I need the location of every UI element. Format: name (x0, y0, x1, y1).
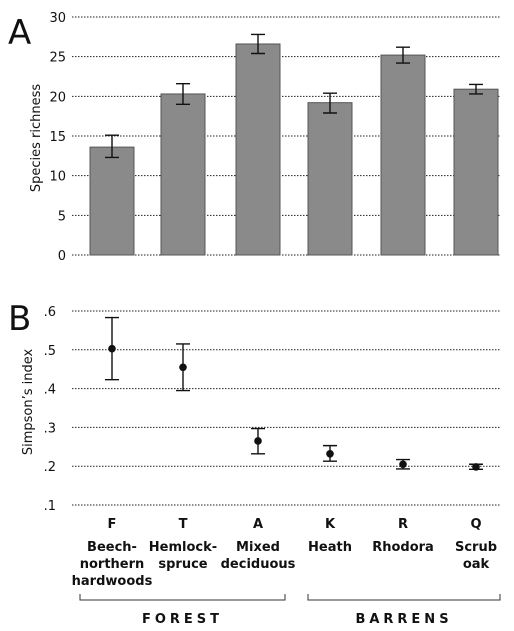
category-name: Scrub (455, 540, 497, 555)
data-point (399, 460, 407, 469)
panel-a-ylabel: Species richness (29, 84, 44, 193)
error-bar (469, 83, 483, 95)
panel-a: A Species richness 0 5 10 15 20 25 30 (8, 11, 500, 264)
group-label: BARRENS (355, 612, 452, 627)
panel-b-tick-label: .3 (44, 421, 56, 436)
error-bar (251, 33, 265, 55)
bar (235, 43, 281, 256)
panel-a-tick-label: 30 (49, 11, 66, 26)
data-point (326, 449, 334, 458)
category-code: F (108, 517, 117, 532)
category-code: K (325, 517, 336, 532)
category-name: spruce (158, 557, 207, 572)
data-point (108, 344, 116, 353)
category-name: northern (80, 557, 145, 572)
category-labels: F Beech-northern hardwoods T Hemlock-spruce A… (72, 517, 497, 589)
error-bar (176, 82, 190, 105)
category-name: Hemlock- (149, 540, 217, 555)
panel-b-tick-label: .2 (44, 460, 56, 475)
error-bar (323, 92, 337, 114)
category-code: Q (470, 517, 481, 532)
panel-b-letter: B (8, 299, 31, 339)
panel-a-tick-label: 15 (49, 130, 66, 145)
bar (453, 88, 499, 256)
category-code: A (253, 517, 263, 532)
panel-a-tick-label: 10 (49, 170, 66, 185)
panel-a-tick-label: 0 (58, 249, 66, 264)
bar (89, 146, 135, 256)
panel-b: B Simpson’s index .1 .2 .3 .4 .5 .6 (8, 299, 500, 514)
group-bracket (307, 594, 501, 601)
group-bracket (79, 594, 286, 601)
panel-a-tick-label: 25 (49, 51, 66, 66)
panel-b-tick-label: .5 (44, 344, 56, 359)
error-bar (105, 134, 119, 159)
category-name: Heath (308, 540, 352, 555)
category-name: oak (463, 557, 490, 572)
data-point (179, 363, 187, 372)
panel-b-tick-label: .4 (44, 383, 56, 398)
category-code: R (398, 517, 408, 532)
panel-a-letter: A (8, 13, 31, 53)
group-brackets: FOREST BARRENS (79, 594, 501, 627)
panel-b-tick-label: .6 (44, 305, 56, 320)
category-name: hardwoods (72, 574, 153, 589)
data-point (472, 463, 480, 471)
bar (160, 93, 206, 256)
panel-b-tick-label: .1 (44, 499, 56, 514)
category-name: Rhodora (372, 540, 434, 555)
bar (307, 102, 353, 256)
error-bar (396, 46, 410, 64)
bar (380, 54, 426, 256)
category-code: T (179, 517, 188, 532)
panel-a-tick-label: 20 (49, 90, 66, 105)
panel-b-ylabel: Simpson’s index (21, 349, 36, 456)
category-name: Beech- (87, 540, 137, 555)
group-label: FOREST (142, 612, 223, 627)
category-name: Mixed (236, 540, 280, 555)
category-name: deciduous (221, 557, 296, 572)
data-point (254, 437, 262, 445)
panel-a-tick-label: 5 (58, 209, 66, 224)
